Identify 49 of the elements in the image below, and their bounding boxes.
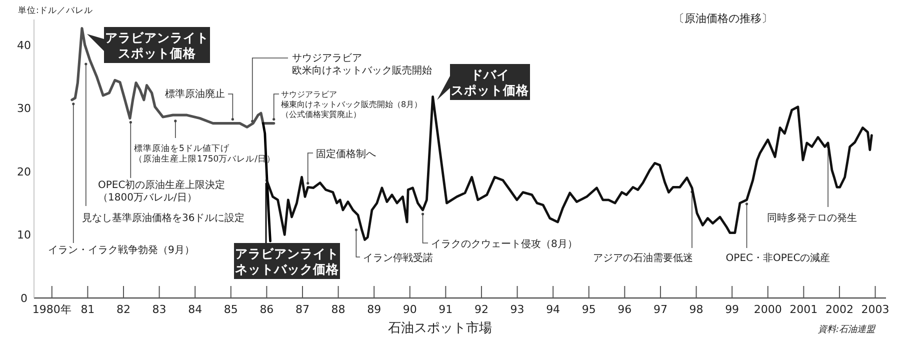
- annotation: OPEC初の原油生産上限決定（1800万バレル/日）: [98, 179, 226, 204]
- y-tick-label: 20: [17, 165, 31, 178]
- y-axis-title: 単位:ドル／バレル: [18, 5, 93, 16]
- y-tick-label: 30: [17, 102, 31, 116]
- x-tick-label: 86: [260, 303, 274, 316]
- text: アラビアンライトネットバック価格: [235, 246, 340, 277]
- x-tick-label: 2001: [790, 303, 818, 316]
- x-tick-label: 88: [331, 303, 346, 316]
- x-tick-label: 84: [188, 303, 202, 316]
- x-tick-label: 83: [152, 303, 166, 316]
- annotation: 標準原油を5ドル値下げ（原油生産上限1750万バレル/日）: [134, 143, 276, 165]
- y-tick-label: 0: [20, 292, 28, 305]
- series-label: アラビアンライトスポット価格: [105, 30, 209, 61]
- x-tick-label: 82: [116, 303, 130, 316]
- annotation: 標準原油廃止: [165, 88, 225, 100]
- annotation: 同時多発テロの発生: [767, 212, 857, 224]
- series-label: ドバイスポット価格: [451, 67, 530, 98]
- annotation: サウジアラビア極東向けネットバック販売開始（8月）（公式価格実質廃止）: [281, 90, 422, 119]
- x-tick-label: 98: [689, 303, 704, 316]
- x-tick-label: 93: [510, 303, 524, 316]
- x-tick-label: 2000: [754, 303, 782, 316]
- x-axis-title: 石油スポット市場: [388, 321, 492, 336]
- y-tick-label: 40: [17, 38, 31, 52]
- annotation: アジアの石油需要低迷: [593, 252, 693, 264]
- x-tick-label: 94: [546, 303, 560, 316]
- annotation: イラクのクウェート侵攻（8月）: [431, 238, 578, 250]
- x-tick-label: 90: [402, 303, 417, 316]
- annotation: OPEC・非OPECの減産: [726, 252, 830, 264]
- x-tick-label: 97: [653, 303, 668, 316]
- x-tick-label: 89: [367, 303, 382, 316]
- annotation: イラン停戦受諾: [363, 252, 433, 264]
- annotation: 固定価格制へ: [316, 148, 376, 160]
- x-tick-label: 87: [295, 303, 310, 316]
- text: 資料:石油連盟: [818, 324, 876, 335]
- x-tick-label: 2002: [825, 303, 854, 316]
- x-tick-label: 2003: [861, 303, 890, 316]
- x-tick-label: 92: [474, 303, 488, 316]
- x-tick-label: 99: [725, 303, 740, 316]
- chart-title: 〔原油価格の推移〕: [674, 12, 772, 25]
- annotation: サウジアラビア欧米向けネットバック販売開始: [292, 53, 432, 76]
- x-tick-label: 96: [618, 303, 632, 316]
- y-tick-label: 10: [17, 228, 31, 242]
- annotation: イラン・イラク戦争勃発（9月）: [48, 244, 194, 256]
- x-tick-label: 81: [80, 303, 95, 316]
- annotation: 見なし基準原油価格を36ドルに設定: [82, 212, 245, 224]
- x-tick-label: 85: [224, 303, 238, 316]
- x-tick-label: 91: [438, 303, 453, 316]
- x-tick-label: 1980年: [32, 303, 72, 316]
- x-tick-label: 95: [582, 303, 596, 316]
